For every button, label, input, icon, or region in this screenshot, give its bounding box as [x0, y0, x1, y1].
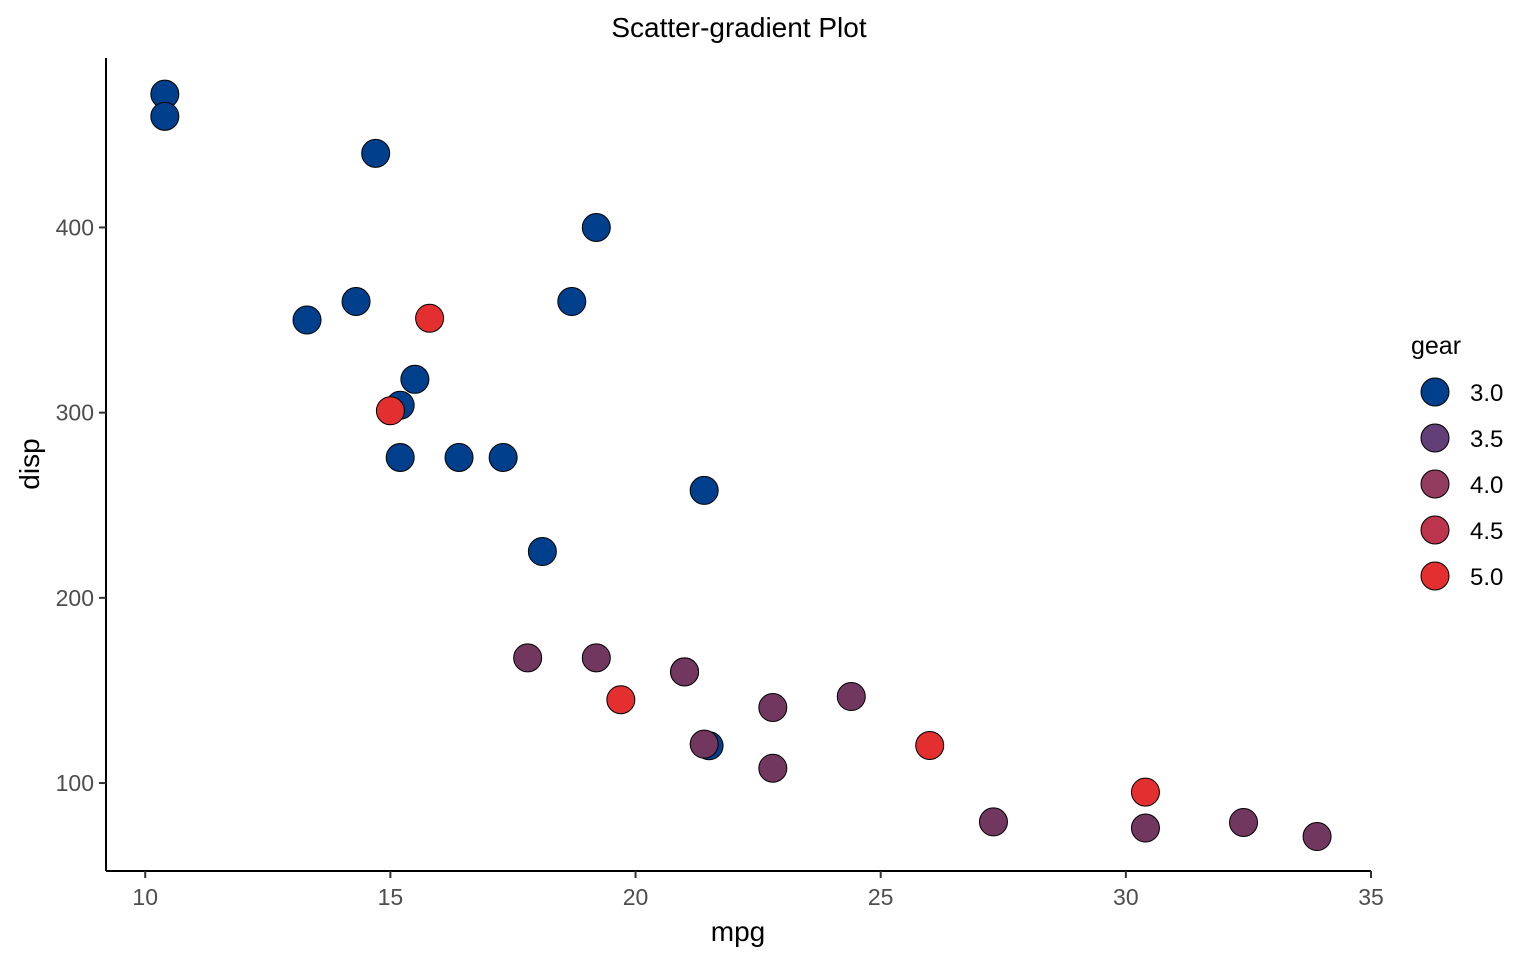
scatter-point	[292, 305, 322, 335]
legend-key	[1420, 377, 1450, 407]
legend-label: 3.0	[1470, 380, 1503, 407]
legend-title: gear	[1411, 332, 1461, 360]
scatter-point	[1229, 807, 1259, 837]
scatter-point	[1130, 777, 1160, 807]
scatter-point	[581, 643, 611, 673]
scatter-point	[758, 692, 788, 722]
y-tick-label: 400	[56, 214, 94, 240]
legend-key	[1420, 423, 1450, 453]
data-points	[150, 79, 1332, 852]
x-tick-label: 15	[378, 884, 404, 910]
scatter-point	[978, 807, 1008, 837]
scatter-point	[836, 682, 866, 712]
scatter-point	[581, 212, 611, 242]
scatter-point	[400, 364, 430, 394]
y-tick-label: 300	[56, 400, 94, 426]
y-tick-label: 100	[56, 770, 94, 796]
scatter-point	[758, 753, 788, 783]
x-tick-label: 10	[132, 884, 158, 910]
scatter-point	[341, 287, 371, 317]
scatter-point	[415, 303, 445, 333]
scatter-point	[444, 442, 474, 472]
scatter-point	[1130, 813, 1160, 843]
scatter-point	[375, 396, 405, 426]
legend-items: 3.0 3.5 4.0 4.5 5.0	[1420, 377, 1503, 591]
scatter-point	[689, 475, 719, 505]
scatter-point	[527, 537, 557, 567]
scatter-point	[361, 138, 391, 168]
scatter-point	[1302, 822, 1332, 852]
x-tick-label: 30	[1113, 884, 1139, 910]
y-axis-title: disp	[14, 438, 45, 489]
legend-key	[1420, 561, 1450, 591]
x-axis-title: mpg	[711, 916, 765, 947]
x-tick-label: 25	[868, 884, 894, 910]
scatter-point	[385, 442, 415, 472]
y-ticks: 100 200 300 400	[56, 214, 106, 796]
x-tick-label: 35	[1358, 884, 1384, 910]
scatter-point	[150, 101, 180, 131]
legend-label: 4.5	[1470, 518, 1503, 545]
scatter-point	[915, 730, 945, 760]
x-tick-label: 20	[623, 884, 649, 910]
scatter-point	[606, 685, 636, 715]
legend-label: 3.5	[1470, 426, 1503, 453]
chart-title: Scatter-gradient Plot	[611, 12, 866, 43]
x-ticks: 10 15 20 25 30 35	[132, 871, 1384, 910]
axes: 10 15 20 25 30 35 100 200 300 400	[56, 58, 1384, 910]
scatter-point	[670, 657, 700, 687]
legend-key	[1420, 515, 1450, 545]
scatter-point	[488, 442, 518, 472]
y-tick-label: 200	[56, 585, 94, 611]
legend-label: 4.0	[1470, 472, 1503, 499]
legend: gear 3.0 3.5 4.0 4.5 5.0	[1411, 332, 1503, 591]
legend-key	[1420, 469, 1450, 499]
legend-label: 5.0	[1470, 564, 1503, 591]
scatter-point	[689, 729, 719, 759]
scatter-point	[557, 287, 587, 317]
scatter-point	[513, 643, 543, 673]
